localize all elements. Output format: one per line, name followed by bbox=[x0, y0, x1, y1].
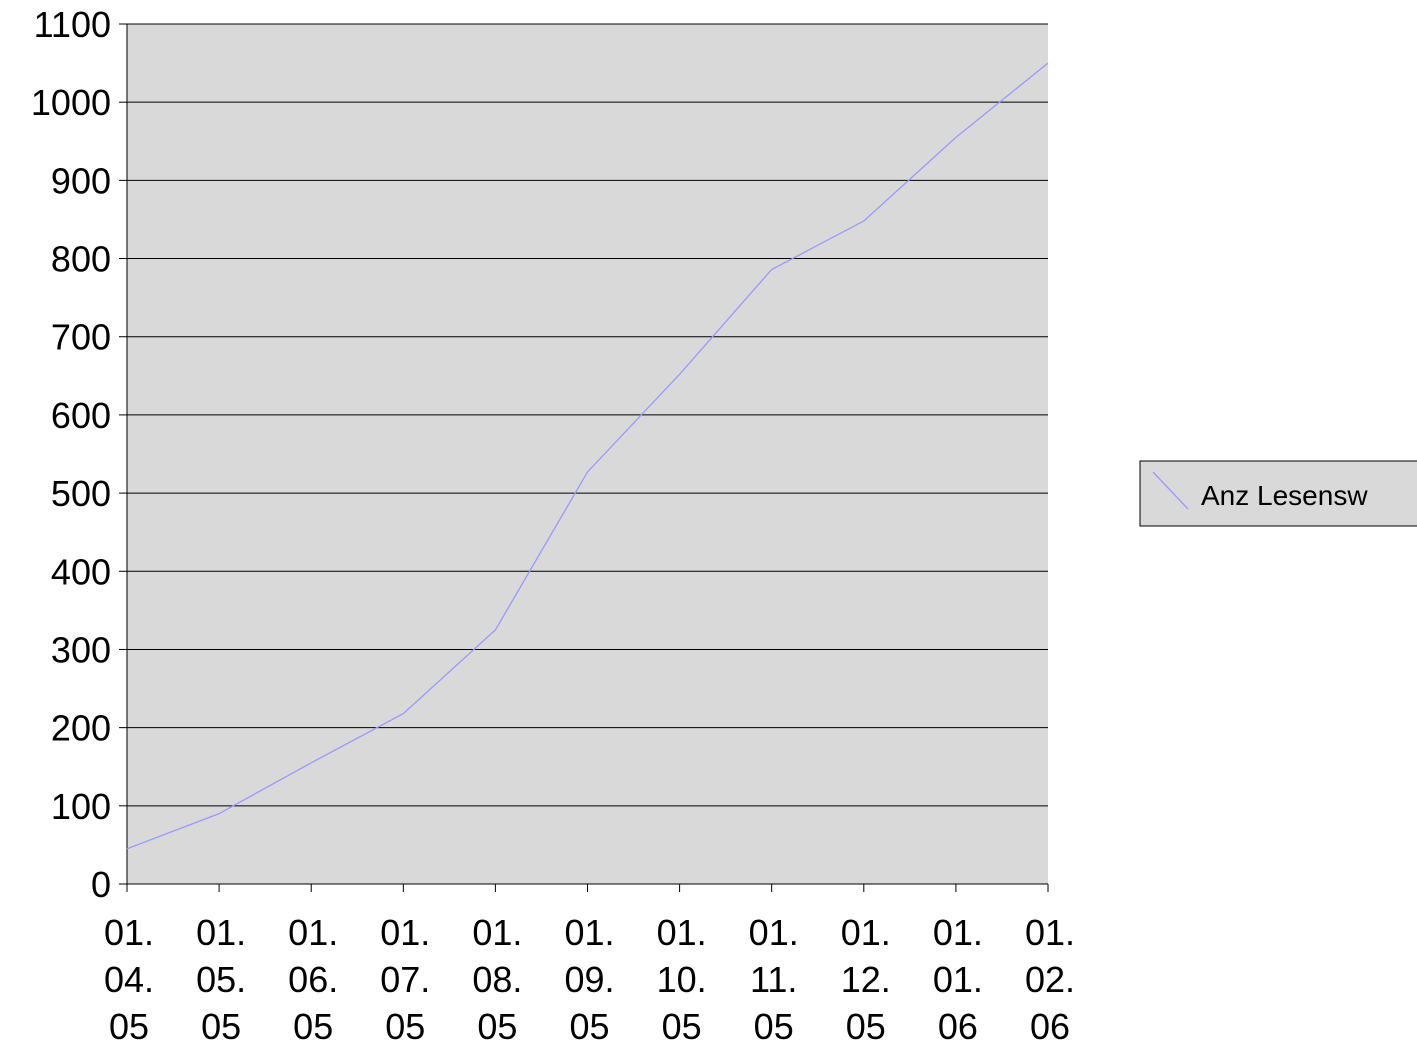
x-tick-label-line: 05 bbox=[477, 1006, 517, 1045]
x-tick-label-line: 09. bbox=[564, 959, 614, 1000]
axes bbox=[119, 23, 1049, 892]
y-tick-label-100: 100 bbox=[51, 786, 111, 827]
x-tick-label-line: 11. bbox=[750, 959, 797, 1000]
x-tick-label-line: 02. bbox=[1025, 959, 1075, 1000]
x-tick-label-line: 01. bbox=[104, 912, 154, 953]
x-tick-label-line: 05 bbox=[201, 1006, 241, 1045]
x-tick-label-line: 05 bbox=[846, 1006, 886, 1045]
grid-lines bbox=[127, 23, 1048, 807]
y-tick-label-700: 700 bbox=[51, 317, 111, 358]
series-line-0 bbox=[126, 62, 1049, 850]
x-tick-label-2: 01. 06. 05 bbox=[288, 912, 338, 1045]
y-tick-label-0: 0 bbox=[91, 864, 111, 905]
x-tick-label-line: 05 bbox=[385, 1006, 425, 1045]
x-tick-label-line: 01. bbox=[564, 912, 614, 953]
x-tick-label-line: 01. bbox=[933, 959, 983, 1000]
x-tick-label-4: 01. 08. 05 bbox=[472, 912, 522, 1045]
x-tick-label-5: 01. 09. 05 bbox=[564, 912, 614, 1045]
x-tick-label-line: 01. bbox=[657, 912, 707, 953]
x-tick-label-line: 01. bbox=[196, 912, 246, 953]
y-tick-label-800: 800 bbox=[51, 239, 111, 280]
x-tick-label-10: 01. 02. 06 bbox=[1025, 912, 1075, 1045]
x-tick-label-line: 01. bbox=[288, 912, 338, 953]
x-tick-label-3: 01. 07. 05 bbox=[380, 912, 430, 1045]
x-tick-label-line: 10. bbox=[657, 959, 707, 1000]
y-tick-label-900: 900 bbox=[51, 160, 111, 201]
x-tick-label-line: 05 bbox=[293, 1006, 333, 1045]
x-tick-label-line: 04. bbox=[104, 959, 154, 1000]
x-tick-label-7: 01. 11. 05 bbox=[749, 912, 799, 1045]
y-tick-label-400: 400 bbox=[51, 551, 111, 592]
x-tick-label-line: 01. bbox=[380, 912, 430, 953]
y-tick-label-300: 300 bbox=[51, 629, 111, 670]
x-tick-labels: 01. 04. 05 01. 05. 05 01. 06. 05 01. 07. 05 01. 08. 05… bbox=[104, 912, 1075, 1045]
x-tick-label-line: 07. bbox=[380, 959, 430, 1000]
series-lines bbox=[126, 62, 1049, 850]
x-tick-label-line: 06. bbox=[288, 959, 338, 1000]
x-tick-label-6: 01. 10. 05 bbox=[657, 912, 707, 1045]
x-tick-label-1: 01. 05. 05 bbox=[196, 912, 246, 1045]
x-tick-label-8: 01. 12. 05 bbox=[841, 912, 891, 1045]
x-tick-label-line: 06 bbox=[938, 1006, 978, 1045]
x-tick-label-line: 01. bbox=[933, 912, 983, 953]
legend-swatch-anz-lesensw bbox=[1152, 471, 1189, 510]
y-tick-label-1100: 1100 bbox=[34, 4, 111, 45]
x-tick-label-0: 01. 04. 05 bbox=[104, 912, 154, 1045]
x-tick-label-line: 01. bbox=[1025, 912, 1075, 953]
y-tick-label-1000: 1000 bbox=[31, 82, 111, 123]
x-tick-label-line: 05 bbox=[662, 1006, 702, 1045]
x-tick-label-line: 12. bbox=[841, 959, 891, 1000]
x-tick-label-line: 01. bbox=[749, 912, 799, 953]
x-tick-label-line: 05 bbox=[569, 1006, 609, 1045]
y-tick-label-200: 200 bbox=[51, 708, 111, 749]
x-tick-label-line: 05 bbox=[754, 1006, 794, 1045]
x-tick-label-line: 08. bbox=[472, 959, 522, 1000]
y-tick-label-500: 500 bbox=[51, 473, 111, 514]
y-tick-label-600: 600 bbox=[51, 395, 111, 436]
x-tick-label-line: 01. bbox=[841, 912, 891, 953]
legend-label-anz-lesensw: Anz Lesensw bbox=[1201, 480, 1368, 511]
plot-area bbox=[127, 24, 1048, 884]
x-tick-label-line: 01. bbox=[472, 912, 522, 953]
x-tick-label-9: 01. 01. 06 bbox=[933, 912, 983, 1045]
legend: Anz Lesensw bbox=[1139, 460, 1417, 527]
x-tick-label-line: 05 bbox=[109, 1006, 149, 1045]
legend-box bbox=[1139, 460, 1417, 527]
y-tick-labels: 0 100 200 300 400 500 600 700 800 900 1000 1100 bbox=[31, 4, 111, 905]
x-tick-label-line: 06 bbox=[1030, 1006, 1070, 1045]
x-tick-label-line: 05. bbox=[196, 959, 246, 1000]
